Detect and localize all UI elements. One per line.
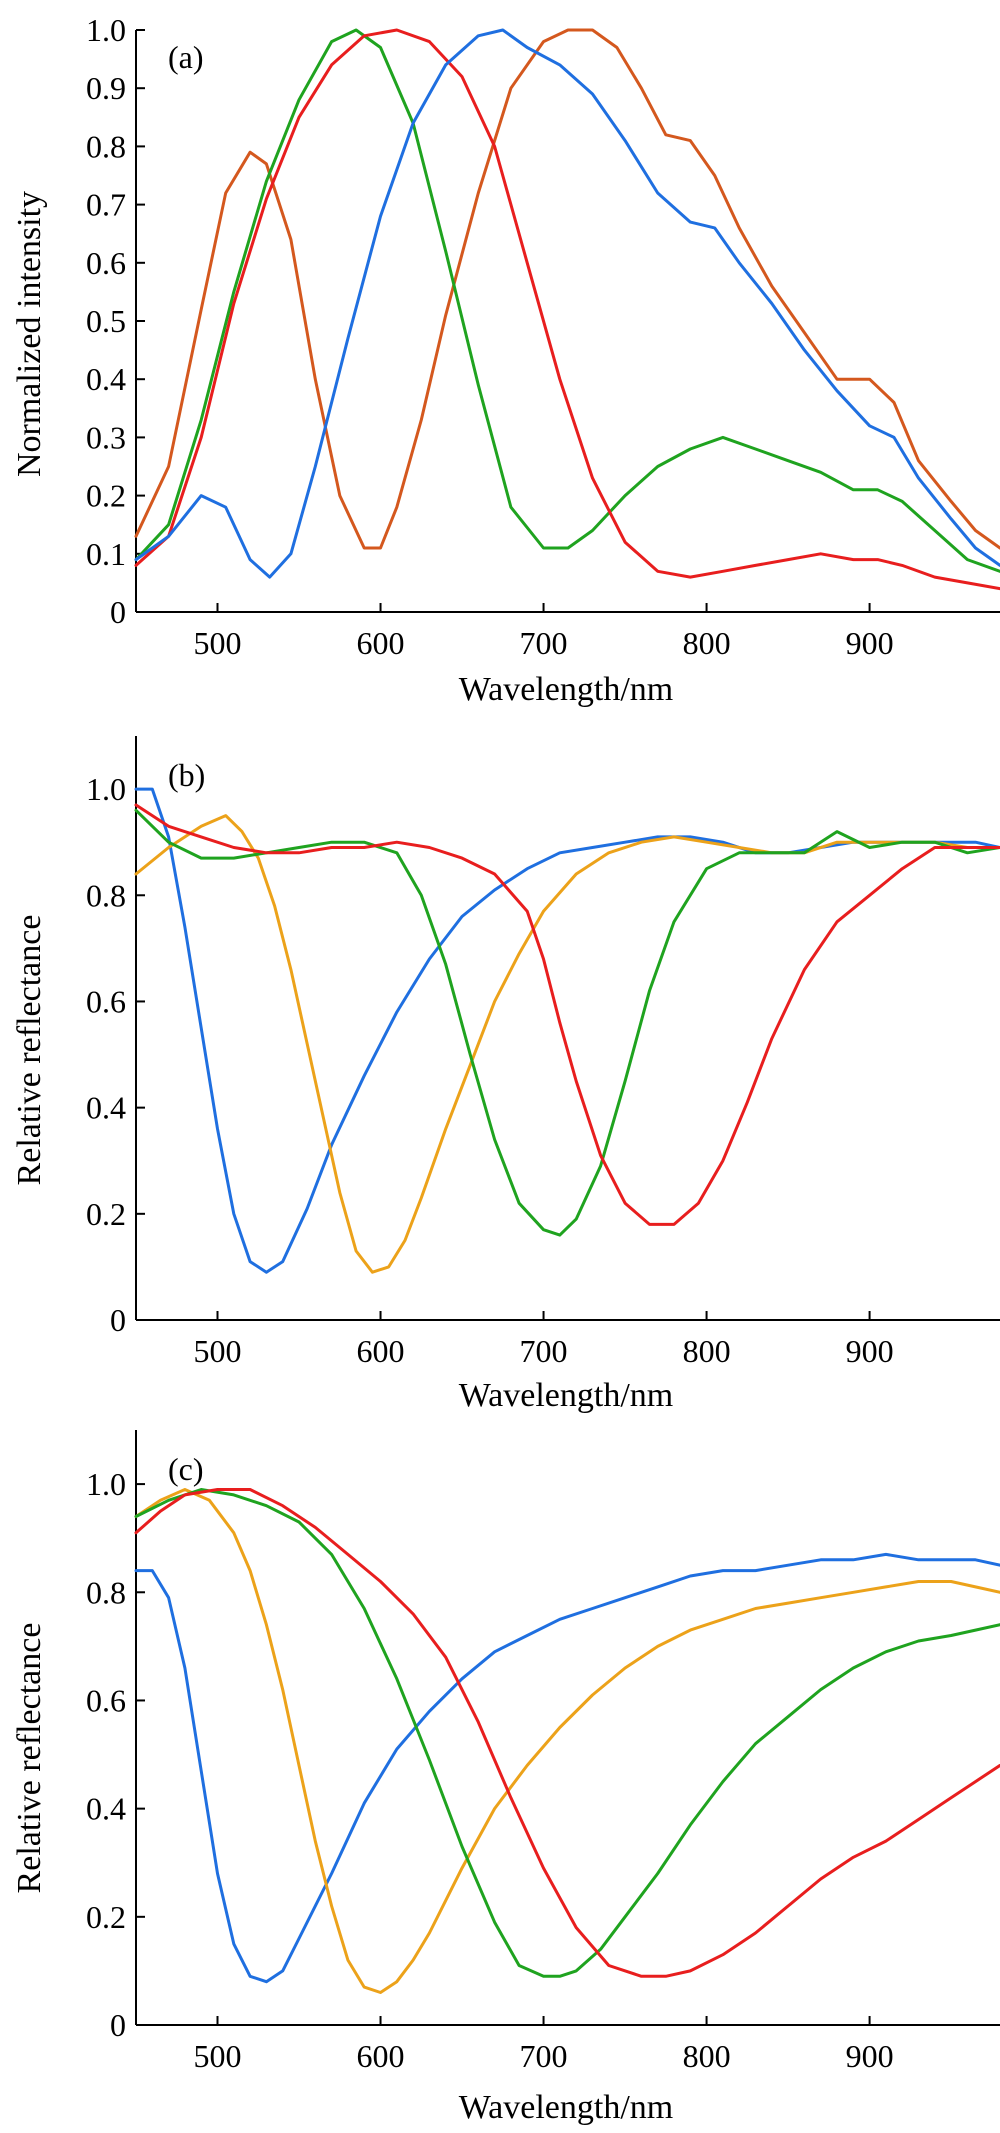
x-axis-label: Wavelength/nm [459, 2089, 673, 2126]
panel-a: (a) Wavelength/nm Normalized intensity 5… [11, 12, 1000, 708]
series-line-1 [134, 787, 1000, 1274]
y-tick-label: 0.4 [86, 1090, 126, 1126]
panel-b: (b) Wavelength/nm Relative reflectance 5… [11, 736, 1000, 1414]
series-line-3 [134, 808, 1000, 1237]
series-line-2 [134, 28, 1000, 573]
x-tick-label: 500 [194, 1333, 242, 1369]
y-tick-label: 0.2 [86, 1196, 126, 1232]
y-tick-label: 0.4 [86, 1791, 126, 1827]
x-tick-label: 900 [846, 2038, 894, 2074]
series-line-3 [134, 1488, 1000, 1978]
y-tick-label: 0 [110, 2007, 126, 2043]
panel-c: (c) Wavelength/nm Relative reflectance 5… [11, 1430, 1000, 2126]
y-axis-label: Relative reflectance [11, 1623, 48, 1894]
y-tick-label: 0.2 [86, 1899, 126, 1935]
y-axis-label: Relative reflectance [11, 915, 48, 1186]
x-tick-label: 800 [683, 2038, 731, 2074]
panel-label-b: (b) [168, 757, 205, 793]
x-tick-label: 700 [520, 625, 568, 661]
panel-label-a: (a) [168, 39, 204, 75]
y-tick-label: 0.8 [86, 128, 126, 164]
y-tick-label: 0.8 [86, 877, 126, 913]
y-tick-label: 0.8 [86, 1574, 126, 1610]
x-tick-label: 600 [357, 2038, 405, 2074]
x-tick-label: 500 [194, 625, 242, 661]
x-axis-label: Wavelength/nm [459, 1377, 673, 1414]
series-line-1 [134, 28, 1000, 550]
y-tick-label: 0.9 [86, 70, 126, 106]
x-tick-label: 900 [846, 1333, 894, 1369]
series-line-2 [134, 814, 1000, 1274]
y-tick-label: 1.0 [86, 1466, 126, 1502]
series-line-2 [134, 1488, 1000, 1994]
y-tick-label: 0.3 [86, 419, 126, 455]
series-line-1 [134, 1552, 1000, 1984]
y-tick-label: 0.1 [86, 536, 126, 572]
series-line-4 [134, 803, 1000, 1226]
y-tick-label: 1.0 [86, 12, 126, 48]
y-tick-label: 0 [110, 1302, 126, 1338]
y-tick-label: 0.6 [86, 1682, 126, 1718]
y-tick-label: 0.2 [86, 478, 126, 514]
x-tick-label: 600 [357, 625, 405, 661]
y-tick-label: 0.7 [86, 187, 126, 223]
y-tick-label: 0.6 [86, 245, 126, 281]
x-tick-label: 900 [846, 625, 894, 661]
y-tick-label: 0.5 [86, 303, 126, 339]
y-axis-label: Normalized intensity [11, 191, 48, 477]
x-tick-label: 800 [683, 625, 731, 661]
x-axis-label: Wavelength/nm [459, 671, 673, 708]
series-line-4 [134, 1488, 1000, 1978]
y-tick-label: 0.6 [86, 983, 126, 1019]
x-tick-label: 600 [357, 1333, 405, 1369]
x-tick-label: 500 [194, 2038, 242, 2074]
y-tick-label: 1.0 [86, 771, 126, 807]
y-tick-label: 0.4 [86, 361, 126, 397]
series-line-3 [134, 28, 1000, 591]
x-tick-label: 700 [520, 2038, 568, 2074]
panel-label-c: (c) [168, 1451, 204, 1487]
y-tick-label: 0 [110, 594, 126, 630]
x-tick-label: 800 [683, 1333, 731, 1369]
x-tick-label: 700 [520, 1333, 568, 1369]
series-line-4 [134, 28, 1000, 579]
